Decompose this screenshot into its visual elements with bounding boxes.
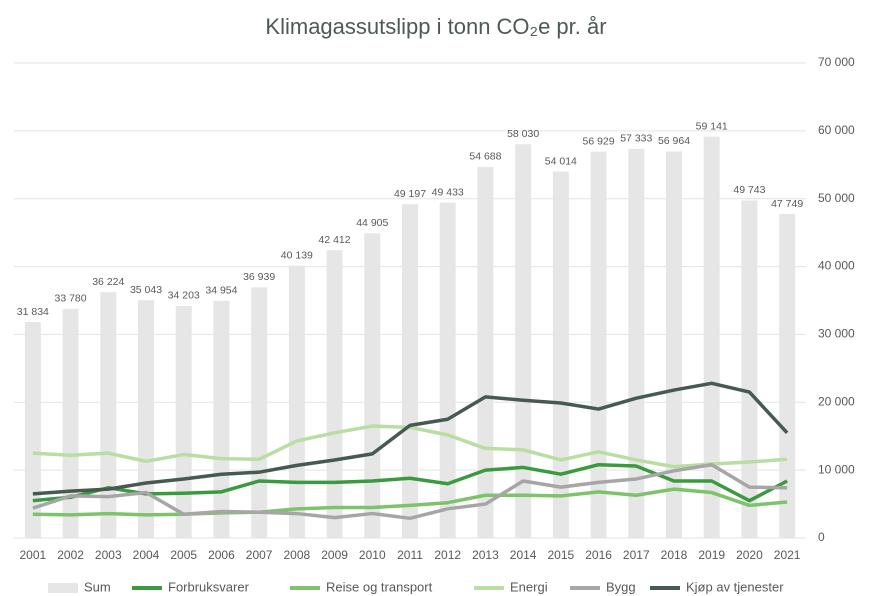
bar bbox=[175, 305, 192, 538]
data-label: 58 030 bbox=[507, 128, 539, 140]
x-tick-label: 2009 bbox=[321, 548, 348, 562]
x-tick-label: 2014 bbox=[510, 548, 537, 562]
x-tick-label: 2005 bbox=[170, 548, 197, 562]
data-label: 40 139 bbox=[281, 249, 313, 261]
legend-label: Reise og transport bbox=[326, 579, 433, 594]
legend-label: Bygg bbox=[606, 579, 636, 594]
bar bbox=[213, 300, 230, 538]
y-tick-label: 40 000 bbox=[818, 259, 855, 273]
x-tick-label: 2020 bbox=[736, 548, 763, 562]
y-tick-label: 60 000 bbox=[818, 123, 855, 137]
bar bbox=[326, 250, 343, 538]
x-tick-label: 2010 bbox=[359, 548, 386, 562]
bar bbox=[703, 136, 720, 538]
x-tick-label: 2012 bbox=[434, 548, 461, 562]
y-tick-label: 30 000 bbox=[818, 327, 855, 341]
data-label: 49 433 bbox=[432, 186, 464, 198]
x-tick-label: 2016 bbox=[585, 548, 612, 562]
data-label: 54 014 bbox=[545, 155, 577, 167]
line bbox=[32, 381, 789, 496]
data-label: 34 954 bbox=[205, 285, 237, 297]
legend-label: Energi bbox=[510, 579, 548, 594]
bar bbox=[24, 321, 41, 538]
bar bbox=[477, 166, 494, 538]
data-label: 57 333 bbox=[620, 133, 652, 145]
bar bbox=[288, 265, 305, 538]
bar bbox=[628, 148, 645, 538]
x-tick-label: 2021 bbox=[774, 548, 801, 562]
bar bbox=[62, 308, 79, 538]
y-tick-label: 20 000 bbox=[818, 394, 855, 408]
bar bbox=[364, 233, 381, 538]
legend-label: Forbruksvarer bbox=[168, 579, 250, 594]
data-label: 31 834 bbox=[17, 306, 49, 318]
data-label: 47 749 bbox=[771, 198, 803, 210]
x-tick-label: 2004 bbox=[133, 548, 160, 562]
legend-swatch bbox=[48, 583, 78, 593]
chart-title: Klimagassutslipp i tonn CO₂e pr. år bbox=[265, 14, 606, 39]
bar bbox=[552, 171, 569, 538]
data-label: 34 203 bbox=[168, 290, 200, 302]
data-label: 36 224 bbox=[92, 276, 124, 288]
bar bbox=[138, 300, 154, 538]
data-label: 42 412 bbox=[319, 234, 351, 246]
y-tick-label: 70 000 bbox=[818, 55, 855, 69]
x-tick-label: 2001 bbox=[20, 548, 47, 562]
data-label: 54 688 bbox=[469, 151, 501, 163]
x-tick-label: 2015 bbox=[548, 548, 575, 562]
line bbox=[32, 462, 788, 521]
bar bbox=[666, 151, 682, 539]
legend-label: Kjøp av tjenester bbox=[686, 579, 784, 594]
data-label: 35 043 bbox=[130, 284, 162, 296]
data-label: 59 141 bbox=[696, 120, 728, 132]
data-label: 44 905 bbox=[356, 217, 388, 229]
legend-label: Sum bbox=[84, 579, 111, 594]
x-tick-label: 2007 bbox=[246, 548, 273, 562]
x-tick-label: 2017 bbox=[623, 548, 650, 562]
data-label: 49 197 bbox=[394, 188, 426, 200]
y-tick-label: 50 000 bbox=[818, 191, 855, 205]
data-label: 49 743 bbox=[733, 184, 765, 196]
x-tick-label: 2008 bbox=[284, 548, 311, 562]
bar bbox=[741, 200, 758, 538]
bar bbox=[402, 204, 418, 538]
bar bbox=[590, 151, 607, 538]
x-tick-label: 2013 bbox=[472, 548, 499, 562]
x-tick-label: 2003 bbox=[95, 548, 122, 562]
bar bbox=[779, 213, 796, 538]
y-tick-label: 0 bbox=[818, 530, 825, 544]
y-tick-label: 10 000 bbox=[818, 462, 855, 476]
bar bbox=[100, 292, 117, 538]
data-label: 56 929 bbox=[583, 135, 615, 147]
x-tick-label: 2019 bbox=[698, 548, 725, 562]
data-label: 36 939 bbox=[243, 271, 275, 283]
line bbox=[32, 487, 788, 517]
bar bbox=[251, 287, 268, 538]
x-tick-label: 2006 bbox=[208, 548, 235, 562]
data-label: 56 964 bbox=[658, 135, 690, 147]
bar bbox=[439, 202, 456, 539]
bar bbox=[515, 144, 532, 538]
x-tick-label: 2002 bbox=[57, 548, 84, 562]
x-tick-label: 2018 bbox=[661, 548, 688, 562]
data-label: 33 780 bbox=[55, 293, 87, 305]
line bbox=[32, 462, 788, 503]
x-tick-label: 2011 bbox=[397, 548, 423, 562]
